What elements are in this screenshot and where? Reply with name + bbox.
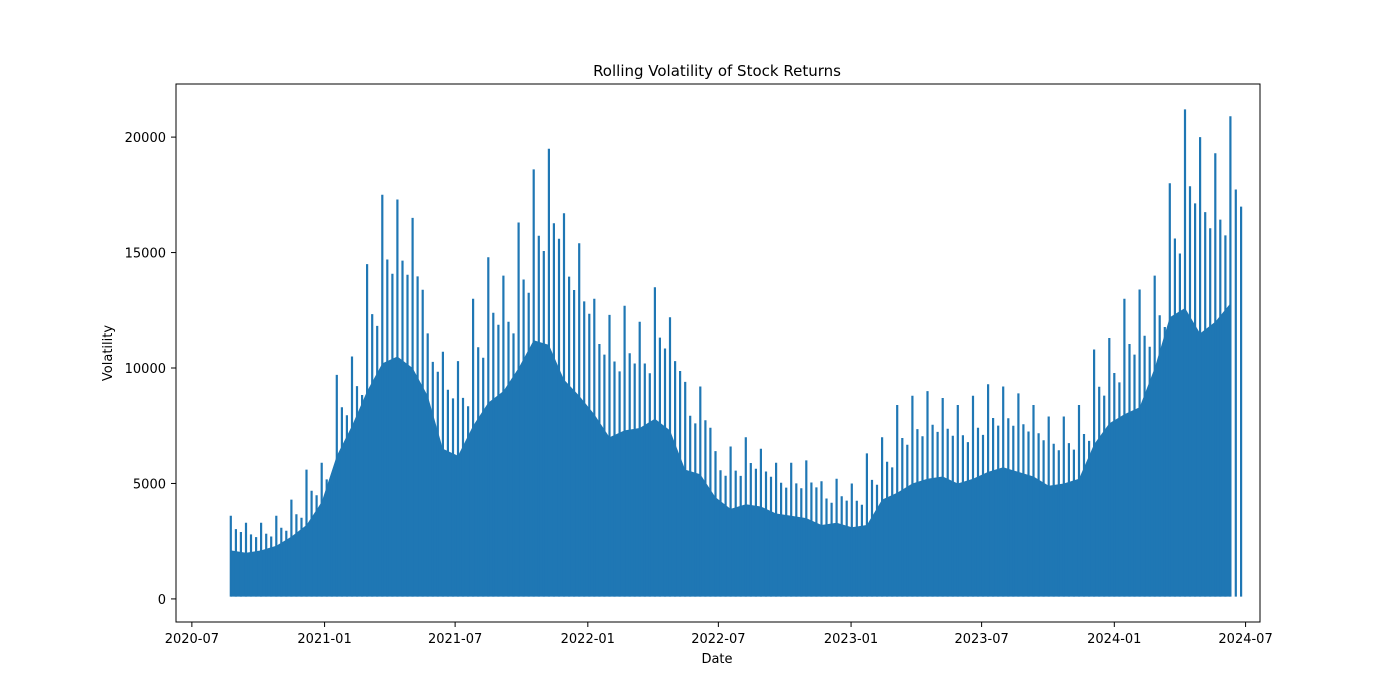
x-axis-label: Date xyxy=(701,652,732,667)
x-tick-label: 2023-07 xyxy=(954,632,1008,647)
plot-area xyxy=(229,109,1243,597)
x-tick-label: 2023-01 xyxy=(824,632,878,647)
y-tick-label: 20000 xyxy=(125,131,166,146)
x-tick-label: 2020-07 xyxy=(165,632,219,647)
y-tick-label: 0 xyxy=(158,593,166,608)
x-tick-label: 2024-07 xyxy=(1218,632,1272,647)
chart-title: Rolling Volatility of Stock Returns xyxy=(593,62,841,80)
x-axis-ticks: 2020-07 2021-01 2021-07 2022-01 2022-07 2023-… xyxy=(165,622,1273,647)
volatility-spikes xyxy=(229,109,1243,597)
y-tick-label: 10000 xyxy=(125,362,166,377)
x-tick-label: 2021-07 xyxy=(428,632,482,647)
y-axis-label: Volatility xyxy=(101,325,116,381)
y-tick-label: 5000 xyxy=(133,477,166,492)
x-tick-label: 2022-01 xyxy=(561,632,615,647)
volatility-area xyxy=(230,303,1231,597)
y-axis-ticks: 0 5000 10000 15000 20000 xyxy=(125,131,176,608)
y-tick-label: 15000 xyxy=(125,247,166,262)
x-tick-label: 2022-07 xyxy=(691,632,745,647)
x-tick-label: 2024-01 xyxy=(1087,632,1141,647)
x-tick-label: 2021-01 xyxy=(297,632,351,647)
